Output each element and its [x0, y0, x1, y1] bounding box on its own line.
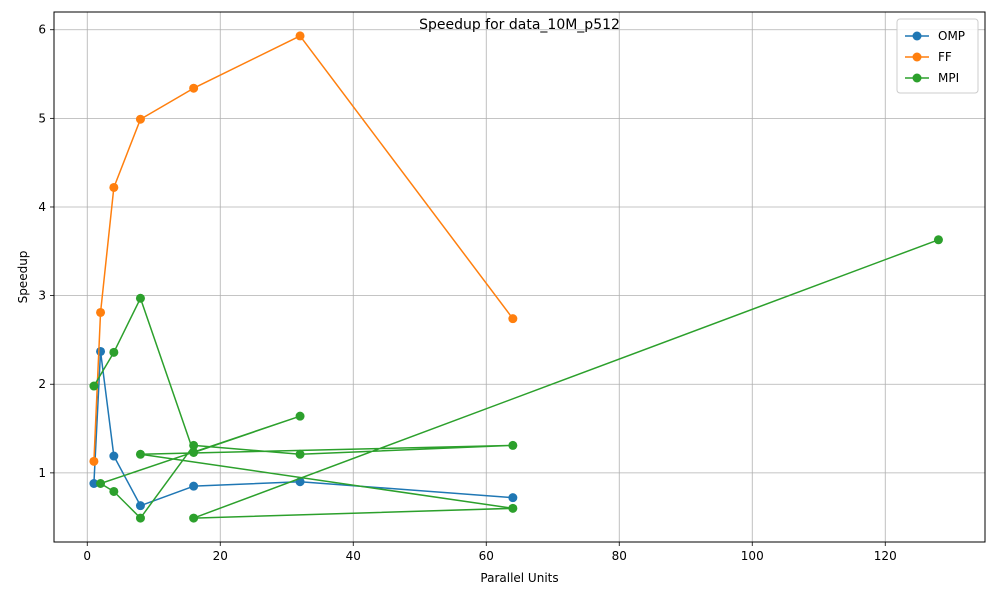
data-point-ff: [89, 456, 99, 466]
data-point-omp: [508, 493, 518, 503]
series-layer: [89, 31, 943, 523]
data-point-mpi: [189, 447, 199, 457]
x-tick-label: 20: [213, 549, 228, 563]
x-tick-label: 0: [83, 549, 91, 563]
data-point-ff: [96, 307, 106, 317]
plot-area-frame: [53, 11, 986, 543]
data-point-omp: [109, 451, 119, 461]
data-point-mpi: [96, 479, 106, 489]
x-tick-label: 60: [479, 549, 494, 563]
data-point-omp: [96, 346, 106, 356]
data-point-mpi: [135, 293, 145, 303]
series-omp: [89, 346, 518, 511]
y-tick-label: 2: [38, 377, 46, 391]
y-axis-ticks: 1 2 3 4 5 6: [38, 23, 54, 480]
legend-marker-omp: [912, 31, 922, 41]
data-point-ff: [109, 182, 119, 192]
x-tick-label: 100: [741, 549, 764, 563]
data-point-mpi: [109, 486, 119, 496]
data-point-mpi: [933, 235, 943, 245]
data-point-mpi: [109, 347, 119, 357]
legend: OMP FF MPI: [896, 18, 979, 94]
x-axis-label: Parallel Units: [480, 571, 558, 585]
data-point-mpi: [189, 513, 199, 523]
legend-marker-mpi: [912, 73, 922, 83]
data-point-omp: [135, 501, 145, 511]
data-point-omp: [89, 479, 99, 489]
data-point-mpi: [89, 381, 99, 391]
data-point-omp: [189, 481, 199, 491]
legend-entry-omp: OMP: [905, 29, 965, 43]
data-point-ff: [295, 31, 305, 41]
data-point-mpi: [189, 440, 199, 450]
data-point-mpi: [295, 411, 305, 421]
y-tick-label: 4: [38, 200, 46, 214]
chart-title: Speedup for data_10M_p512: [419, 17, 620, 33]
data-point-ff: [135, 114, 145, 124]
x-tick-label: 120: [874, 549, 897, 563]
legend-label-ff: FF: [938, 50, 952, 64]
y-axis-label: Speedup: [16, 251, 30, 304]
data-point-mpi: [508, 440, 518, 450]
data-point-mpi: [135, 513, 145, 523]
series-mpi: [89, 235, 943, 523]
data-point-ff: [189, 83, 199, 93]
y-tick-label: 1: [38, 466, 46, 480]
legend-entry-ff: FF: [905, 50, 952, 64]
legend-marker-ff: [912, 52, 922, 62]
series-line-ff: [93, 35, 514, 462]
grid-lines: [54, 12, 985, 542]
legend-label-mpi: MPI: [938, 71, 959, 85]
x-tick-label: 40: [346, 549, 361, 563]
data-point-mpi: [295, 449, 305, 459]
y-tick-label: 3: [38, 289, 46, 303]
data-point-ff: [508, 314, 518, 324]
data-point-mpi: [508, 503, 518, 513]
legend-entry-mpi: MPI: [905, 71, 959, 85]
legend-label-omp: OMP: [938, 29, 965, 43]
y-tick-label: 6: [38, 23, 46, 37]
x-tick-label: 80: [612, 549, 627, 563]
x-axis-ticks: 0 20 40 60 80 100 120: [83, 542, 897, 563]
data-point-mpi: [135, 449, 145, 459]
series-ff: [89, 31, 518, 466]
y-tick-label: 5: [38, 111, 46, 125]
